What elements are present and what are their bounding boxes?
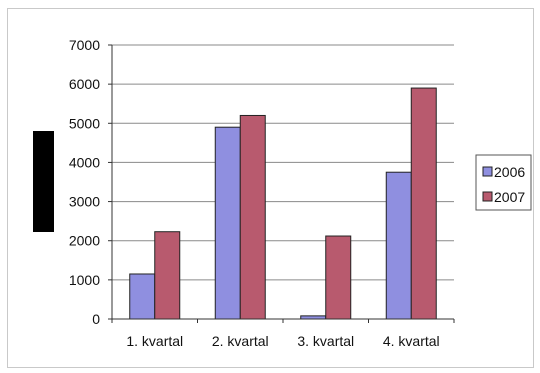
chart-frame xyxy=(7,8,534,368)
y-tick-label: 7000 xyxy=(69,37,100,53)
x-tick-label: 3. kvartal xyxy=(297,333,354,349)
legend: 2006 2007 xyxy=(475,154,532,211)
legend-swatch-2007 xyxy=(482,191,493,202)
x-tick-label: 4. kvartal xyxy=(383,333,440,349)
redacted-label-block xyxy=(33,131,54,232)
bar-2007-4 xyxy=(410,87,437,320)
legend-label-2006: 2006 xyxy=(494,164,525,180)
bar-2007-1 xyxy=(154,231,181,320)
bar-2006-4 xyxy=(385,171,412,320)
bar-2006-2 xyxy=(214,126,241,320)
y-tick-label: 4000 xyxy=(69,154,100,170)
legend-label-2007: 2007 xyxy=(494,189,525,205)
x-tick-labels: 1. kvartal 2. kvartal 3. kvartal 4. kvartal xyxy=(126,333,439,349)
y-tick-label: 0 xyxy=(92,311,100,327)
y-tick-label: 6000 xyxy=(69,76,100,92)
bar-2007-3 xyxy=(325,235,352,320)
bars xyxy=(129,87,437,320)
x-tick-label: 2. kvartal xyxy=(212,333,269,349)
y-tick-label: 1000 xyxy=(69,272,100,288)
axes xyxy=(108,44,455,323)
x-tick-label: 1. kvartal xyxy=(126,333,183,349)
y-tick-label: 3000 xyxy=(69,194,100,210)
y-tick-labels: 0 1000 2000 3000 4000 5000 6000 7000 xyxy=(69,37,100,327)
legend-swatch-2006 xyxy=(482,166,493,177)
y-tick-label: 5000 xyxy=(69,115,100,131)
y-tick-label: 2000 xyxy=(69,233,100,249)
bar-2007-2 xyxy=(239,114,266,320)
bar-2006-1 xyxy=(129,273,156,320)
